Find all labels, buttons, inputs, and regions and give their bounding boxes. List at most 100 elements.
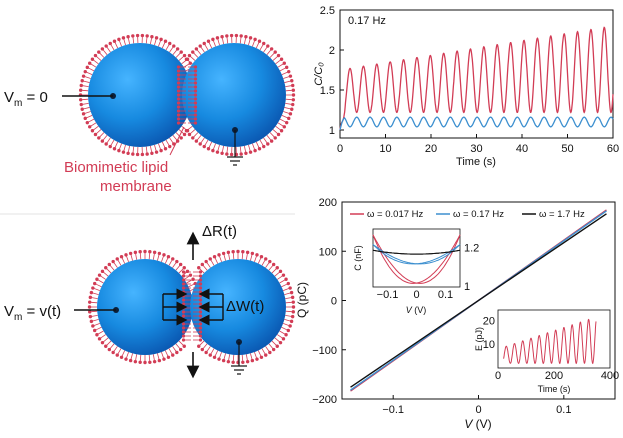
lipid-tail: [99, 132, 105, 138]
lipid-tail: [178, 129, 184, 134]
lipid-tail: [121, 350, 126, 357]
lipid-head: [138, 250, 142, 254]
lipid-tail: [93, 59, 99, 65]
lipid-tail: [222, 145, 224, 152]
bilayer-head: [176, 101, 181, 105]
lipid-head: [97, 50, 101, 54]
lipid-tail: [148, 253, 151, 260]
lipid-tail: [165, 139, 170, 146]
lipid-tail: [84, 111, 91, 114]
lipid-tail: [106, 340, 112, 346]
lipid-tail: [285, 301, 292, 304]
lipid-head: [89, 290, 94, 295]
lipid-tail: [208, 141, 213, 148]
bilayer-head: [176, 89, 181, 93]
inset1-series-line: [372, 234, 461, 284]
lipid-head: [179, 136, 183, 140]
lipid-head: [182, 53, 187, 58]
lipid-head: [226, 250, 231, 255]
lipid-head: [276, 53, 281, 58]
bilayer-head: [198, 338, 203, 342]
bilayer-head: [193, 77, 198, 81]
lipid-tail: [98, 330, 104, 335]
lipid-tail: [274, 271, 280, 277]
lipid-head: [108, 144, 112, 149]
lipid-head: [291, 83, 295, 88]
lipid-head: [157, 358, 162, 363]
lipid-tail: [228, 354, 231, 361]
lipid-tail: [277, 334, 283, 339]
lipid-head: [225, 152, 229, 156]
lipid-head: [89, 319, 94, 324]
lipid-head: [104, 266, 108, 270]
lipid-tail: [274, 337, 280, 343]
bilayer-head: [198, 282, 203, 286]
lipid-head: [83, 116, 87, 121]
lipid-tail: [91, 314, 98, 317]
lipid-head: [187, 53, 192, 58]
lipid-head: [284, 277, 288, 281]
lipid-tail: [223, 353, 226, 360]
lipid-tail: [226, 146, 229, 153]
lipid-tail: [250, 254, 253, 261]
lipid-head: [250, 358, 255, 363]
lipid-head: [245, 359, 250, 364]
lipid-head: [121, 36, 126, 40]
lipid-head: [231, 360, 235, 364]
lipid-head: [85, 120, 90, 125]
bilayer-head: [198, 274, 203, 278]
lipid-tail: [244, 38, 246, 45]
bilayer-head: [176, 97, 181, 101]
lipid-tail: [284, 107, 291, 110]
lipid-tail: [96, 129, 102, 134]
lipid-head: [217, 253, 221, 257]
lipid-tail: [106, 137, 111, 143]
lipid-tail: [110, 44, 115, 51]
lipid-head: [152, 359, 157, 364]
lipid-head: [264, 257, 268, 261]
lipid-tail: [202, 265, 208, 271]
droplet-right-bottom: [190, 259, 286, 355]
lipid-head: [290, 314, 295, 319]
lipid-tail: [113, 346, 118, 352]
chart2-series-line: [350, 213, 607, 388]
lipid-tail: [241, 253, 244, 260]
bilayer-head: [198, 298, 203, 302]
lipid-tail: [90, 122, 97, 127]
lipid-tail: [126, 351, 129, 358]
lipid-head: [93, 53, 98, 58]
diagram-bottom: ΔR(t) ΔW(t) Vm = v(t): [4, 223, 296, 379]
lipid-head: [253, 148, 257, 153]
lipid-head: [284, 333, 288, 337]
lipid-head: [163, 39, 168, 43]
lipid-head: [211, 37, 215, 42]
lipid-tail: [244, 145, 246, 152]
lipid-tail: [88, 118, 95, 123]
chart1-ytick-label: 2: [329, 45, 335, 57]
bilayer-head: [181, 294, 186, 298]
lipid-tail: [245, 253, 248, 260]
lipid-head: [250, 251, 255, 256]
lipid-head: [281, 273, 286, 277]
lipid-head: [121, 150, 126, 154]
lipid-tail: [130, 353, 133, 360]
bilayer-head: [198, 314, 203, 318]
lipid-head: [88, 310, 92, 314]
lipid-head: [266, 44, 270, 48]
lipid-tail: [257, 257, 262, 264]
lipid-tail: [263, 47, 268, 53]
lipid-head: [112, 147, 117, 151]
bilayer-head: [193, 69, 198, 73]
lipid-tail: [91, 297, 98, 300]
lipid-head: [208, 353, 212, 357]
lipid-tail: [248, 39, 251, 46]
lipid-head: [255, 253, 259, 257]
lipid-head: [197, 344, 201, 348]
lipid-head: [239, 152, 243, 156]
bilayer-head: [176, 73, 181, 77]
lipid-tail: [121, 257, 126, 264]
lipid-tail: [187, 125, 193, 131]
lipid-head: [276, 132, 281, 137]
lipid-tail: [281, 326, 288, 331]
lipid-head: [226, 359, 231, 364]
